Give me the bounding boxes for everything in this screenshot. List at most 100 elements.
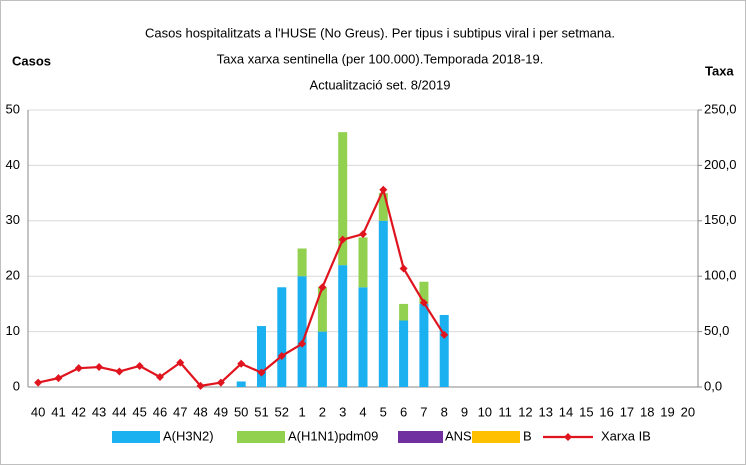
line-marker (95, 363, 104, 372)
y2-tick-label: 50,0 (704, 323, 729, 338)
x-tick-label: 9 (461, 404, 468, 419)
bar (297, 276, 307, 387)
line-marker (359, 230, 367, 239)
x-tick-label: 40 (31, 404, 45, 419)
bar (358, 287, 368, 387)
y-tick-label: 50 (6, 101, 20, 116)
line-marker (155, 373, 164, 382)
line-marker (399, 264, 408, 273)
x-tick-label: 12 (518, 404, 532, 419)
line-marker (54, 374, 63, 383)
x-tick-label: 2 (319, 404, 326, 419)
x-tick-label: 49 (214, 404, 228, 419)
x-tick-label: 1 (298, 404, 305, 419)
bar (277, 287, 287, 387)
bar (317, 287, 327, 332)
x-tick-label: 11 (498, 404, 512, 419)
line-marker (419, 298, 428, 307)
y2-tick-label: 200,0 (704, 157, 737, 172)
x-tick-label: 48 (193, 404, 207, 419)
line-marker (196, 381, 205, 390)
legend-label: A(H1N1)pdm09 (288, 428, 378, 443)
legend-label: Xarxa IB (601, 428, 651, 443)
y2-axis-label: Taxa (705, 63, 734, 78)
bar (378, 220, 388, 387)
x-tick-label: 18 (640, 404, 654, 419)
x-tick-label: 50 (234, 404, 248, 419)
x-tick-label: 4 (359, 404, 366, 419)
legend-label: A(H3N2) (163, 428, 214, 443)
x-tick-label: 42 (72, 404, 86, 419)
line-marker (74, 364, 83, 373)
x-tick-label: 17 (620, 404, 634, 419)
y2-tick-label: 0,0 (704, 378, 722, 393)
title-line: Taxa xarxa sentinella (per 100.000).Temp… (217, 51, 544, 66)
legend-label: B (523, 428, 532, 443)
line-marker (34, 378, 43, 387)
y-tick-label: 10 (6, 323, 20, 338)
x-tick-label: 44 (112, 404, 126, 419)
y2-tick-label: 150,0 (704, 212, 737, 227)
x-tick-label: 6 (400, 404, 407, 419)
bar (236, 381, 246, 387)
x-tick-label: 5 (380, 404, 387, 419)
x-tick-label: 45 (132, 404, 146, 419)
bar (317, 331, 327, 387)
bar (338, 132, 348, 266)
bar (419, 281, 429, 304)
y-tick-label: 0 (13, 378, 20, 393)
bar (338, 265, 348, 387)
y-axis-label: Casos (12, 53, 51, 68)
line-marker (176, 358, 185, 367)
x-tick-label: 3 (339, 404, 346, 419)
y-tick-label: 40 (6, 157, 20, 172)
line-marker (135, 361, 144, 370)
x-tick-label: 46 (153, 404, 167, 419)
legend-swatch (237, 431, 285, 443)
y-tick-label: 30 (6, 212, 20, 227)
x-tick-label: 16 (599, 404, 613, 419)
y2-tick-label: 100,0 (704, 268, 737, 283)
line-marker (115, 367, 124, 376)
title-line: Actualització set. 8/2019 (310, 77, 451, 92)
line-marker (318, 283, 327, 292)
bar (256, 326, 266, 387)
legend-marker (564, 433, 572, 441)
bar (399, 303, 409, 321)
line-marker (216, 378, 225, 387)
y2-tick-label: 250,0 (704, 101, 737, 116)
x-tick-label: 13 (538, 404, 552, 419)
x-tick-label: 10 (478, 404, 492, 419)
title-line: Casos hospitalitzats a l'HUSE (No Greus)… (145, 25, 615, 40)
bar (419, 303, 429, 387)
x-tick-label: 15 (579, 404, 593, 419)
bar (439, 314, 449, 387)
line-marker (257, 368, 266, 377)
line-marker (379, 185, 388, 194)
line-marker (298, 339, 307, 348)
bar (378, 193, 388, 221)
y-tick-label: 20 (6, 268, 20, 283)
line-marker (440, 330, 449, 339)
legend-swatch (472, 431, 520, 443)
x-tick-label: 41 (51, 404, 65, 419)
x-tick-label: 43 (92, 404, 106, 419)
x-tick-label: 14 (559, 404, 573, 419)
legend-swatch (398, 431, 443, 443)
x-tick-label: 8 (441, 404, 448, 419)
legend-label: ANS (445, 428, 472, 443)
bar (399, 320, 409, 387)
x-tick-label: 51 (254, 404, 268, 419)
legend-swatch (112, 431, 160, 443)
x-tick-label: 19 (660, 404, 674, 419)
bar (358, 237, 368, 288)
line-marker (338, 235, 347, 244)
x-tick-label: 7 (420, 404, 427, 419)
x-tick-label: 20 (681, 404, 695, 419)
x-tick-label: 47 (173, 404, 187, 419)
bar (297, 248, 307, 277)
line-marker (237, 359, 246, 368)
x-tick-label: 52 (275, 404, 289, 419)
